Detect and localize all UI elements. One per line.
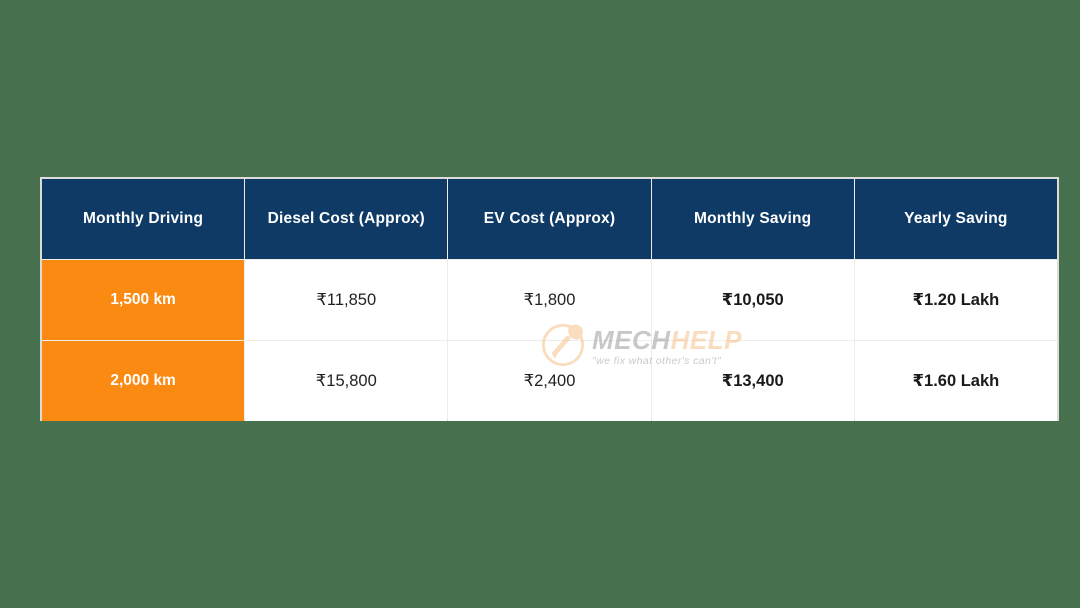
table-cell-monthly-saving-row1: ₹10,050 (651, 260, 854, 340)
table-cell-ev-cost-row1: ₹1,800 (448, 260, 651, 340)
column-header-yearly-saving: Yearly Saving (854, 179, 1057, 259)
column-header-monthly-driving: Monthly Driving (42, 179, 245, 259)
table-cell-diesel-cost-row1: ₹11,850 (245, 260, 448, 340)
table-cell-ev-cost-row2: ₹2,400 (448, 341, 651, 421)
table-cell-diesel-cost-row2: ₹15,800 (245, 341, 448, 421)
column-header-monthly-saving: Monthly Saving (651, 179, 854, 259)
table-cell-monthly-driving-row2: 2,000 km (42, 341, 245, 421)
column-header-diesel-cost: Diesel Cost (Approx) (245, 179, 448, 259)
table-cell-monthly-saving-row2: ₹13,400 (651, 341, 854, 421)
ev-vs-diesel-cost-table: Monthly Driving Diesel Cost (Approx) EV … (40, 177, 1059, 421)
table-cell-yearly-saving-row1: ₹1.20 Lakh (854, 260, 1057, 340)
table-cell-monthly-driving-row1: 1,500 km (42, 260, 245, 340)
column-header-ev-cost: EV Cost (Approx) (448, 179, 651, 259)
table-cell-yearly-saving-row2: ₹1.60 Lakh (854, 341, 1057, 421)
